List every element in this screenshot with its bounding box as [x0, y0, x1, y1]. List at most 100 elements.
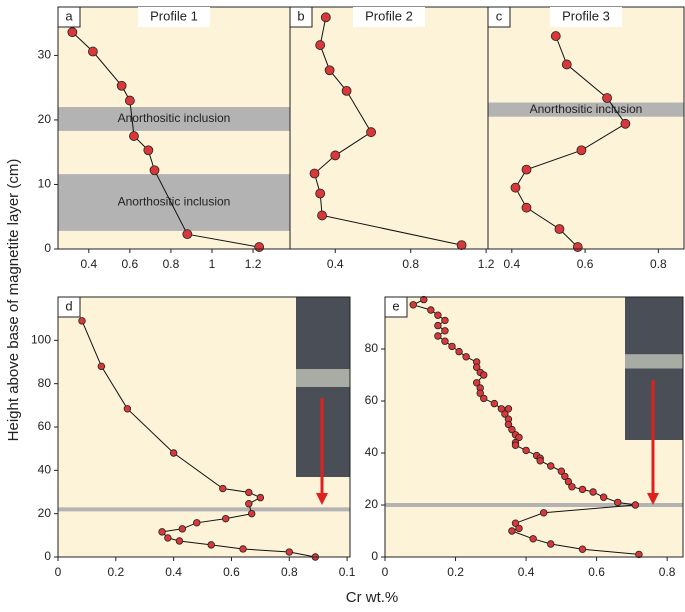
panel-label: a	[65, 8, 73, 23]
x-tick-label: 0.8	[402, 257, 419, 271]
data-point	[78, 317, 86, 325]
data-point	[504, 420, 513, 429]
data-point	[539, 509, 548, 517]
y-tick-label: 30	[38, 48, 52, 62]
x-tick-label: 0.8	[659, 565, 676, 579]
data-point	[547, 462, 555, 470]
x-tick-label: 0.6	[588, 565, 605, 579]
data-point	[239, 545, 247, 553]
data-point	[67, 27, 78, 38]
data-point	[254, 242, 265, 252]
data-point	[143, 145, 154, 156]
x-tick-label: 0	[55, 565, 62, 579]
data-point	[521, 164, 532, 175]
data-point	[550, 31, 561, 41]
x-tick-label: 0.4	[327, 257, 344, 271]
data-point	[508, 425, 516, 434]
data-point	[245, 488, 253, 497]
data-point	[178, 525, 187, 533]
data-point	[420, 295, 428, 304]
data-point	[635, 550, 643, 559]
data-point	[256, 493, 265, 502]
band-label: Anorthositic inclusion	[118, 195, 231, 209]
panel-title: Profile 2	[365, 8, 413, 23]
data-point	[315, 40, 326, 50]
data-point	[123, 405, 132, 413]
y-axis-label: Height above base of magnetite layer (cm…	[5, 159, 22, 442]
y-tick-label: 20	[38, 506, 52, 520]
data-point	[434, 311, 442, 319]
profile-line	[514, 35, 627, 248]
data-point	[164, 534, 172, 542]
y-tick-label: 80	[365, 341, 379, 355]
data-point	[561, 59, 572, 70]
data-point	[614, 498, 622, 507]
x-tick-label: 0.4	[518, 565, 535, 579]
data-point	[472, 363, 481, 371]
panel-title: Profile 1	[150, 8, 198, 23]
data-point	[511, 519, 520, 527]
data-point	[456, 240, 467, 251]
data-point	[248, 509, 256, 518]
y-tick-label: 0	[44, 549, 51, 563]
x-axis-label: Cr wt.%	[346, 589, 399, 606]
data-point	[207, 541, 215, 549]
panel-label-box	[57, 296, 81, 318]
data-point	[441, 337, 449, 345]
data-point	[455, 347, 463, 356]
title-box	[138, 7, 210, 27]
data-point	[490, 399, 499, 408]
data-point	[557, 467, 566, 475]
data-point	[480, 371, 488, 379]
data-point	[508, 527, 516, 535]
inclusion-band	[58, 174, 290, 231]
data-point	[441, 327, 449, 335]
data-point	[476, 389, 484, 397]
panel-label: b	[297, 8, 304, 23]
title-box	[353, 7, 425, 27]
panel-label-box	[384, 296, 408, 318]
data-point	[129, 131, 139, 141]
y-tick-label: 40	[365, 445, 379, 459]
data-point	[515, 433, 523, 442]
data-point	[561, 472, 569, 481]
data-point	[245, 500, 253, 508]
x-tick-label: 0.4	[503, 257, 520, 271]
plot-background	[488, 7, 684, 249]
data-point	[462, 353, 470, 361]
data-point	[169, 449, 178, 457]
arrow-head	[316, 493, 328, 505]
data-point	[434, 321, 442, 330]
x-tick-label: 0.4	[165, 565, 182, 579]
data-point	[434, 332, 442, 340]
data-point	[472, 379, 481, 387]
data-point	[554, 224, 565, 234]
x-tick-label: 0.8	[163, 257, 180, 271]
data-point	[599, 493, 608, 501]
data-point	[602, 93, 612, 103]
x-tick-label: 0.6	[223, 565, 240, 579]
x-tick-label: 0.6	[122, 257, 139, 271]
band-label: Anorthositic inclusion	[530, 102, 643, 116]
y-tick-label: 20	[38, 112, 52, 126]
data-point	[511, 441, 520, 449]
x-tick-label: 1	[209, 257, 216, 271]
x-tick-label: 0.8	[650, 257, 667, 271]
data-point	[497, 405, 506, 413]
y-tick-label: 100	[31, 333, 51, 347]
panel-title: Profile 3	[562, 8, 610, 23]
data-point	[504, 405, 513, 413]
data-point	[564, 477, 573, 486]
data-point	[193, 519, 201, 527]
plot-frame	[384, 296, 684, 558]
data-point	[536, 457, 544, 465]
data-point	[620, 118, 631, 129]
y-tick-label: 40	[38, 463, 52, 477]
data-point	[182, 229, 193, 240]
data-point	[547, 540, 555, 548]
panel-label-box	[57, 6, 81, 28]
data-point	[448, 342, 456, 351]
x-tick-label: 0.1	[339, 565, 356, 579]
data-point	[441, 316, 449, 325]
